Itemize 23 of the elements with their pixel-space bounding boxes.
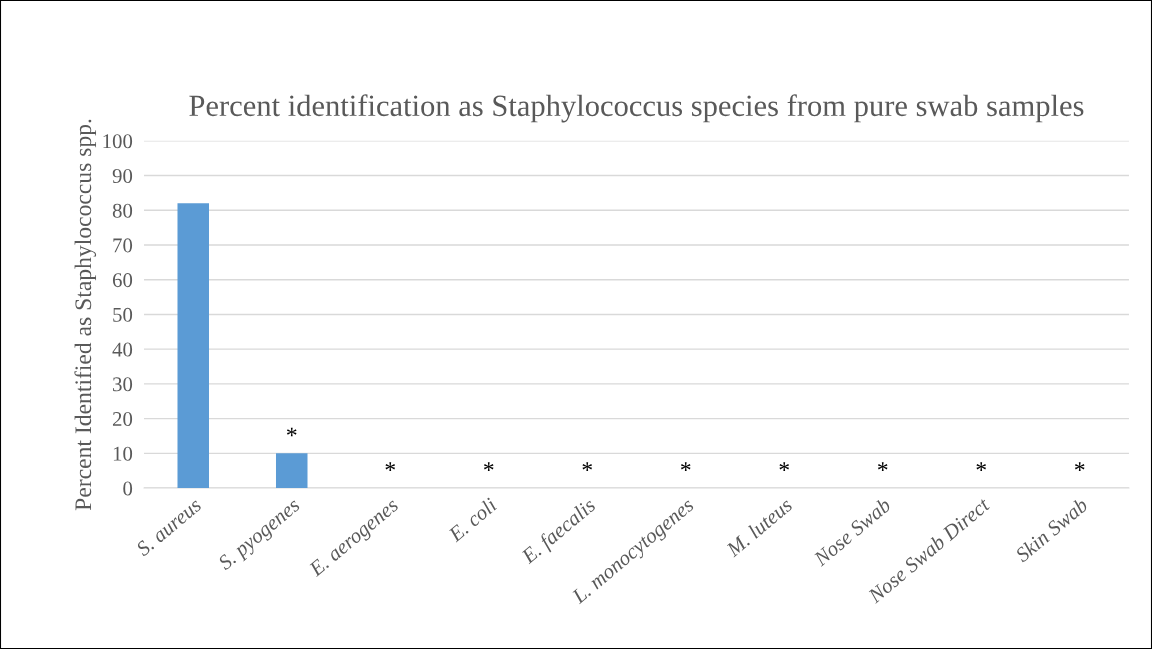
- annotation: *: [1074, 462, 1085, 472]
- y-tick-label: 40: [112, 342, 133, 357]
- annotation: *: [582, 462, 593, 472]
- y-tick-label: 10: [113, 446, 133, 461]
- y-tick-label: 60: [112, 273, 133, 288]
- y-tick-label: 20: [112, 411, 133, 427]
- x-tick-label: E. coli: [446, 496, 498, 543]
- annotation: *: [976, 462, 986, 472]
- annotation: *: [385, 462, 396, 472]
- annotation: *: [877, 462, 888, 472]
- chart-title: Percent identification as Staphylococcus species from pure swab samples: [189, 94, 1084, 123]
- y-tick-label: 70: [113, 238, 133, 253]
- y-tick-label: 30: [113, 377, 133, 392]
- annotation: *: [680, 462, 691, 472]
- y-axis-title: Percent Identified as Staphylococcus spp.: [74, 119, 97, 511]
- y-tick-label: 90: [112, 168, 133, 183]
- y-tick-label: 0: [123, 481, 133, 496]
- y-tick-label: 80: [112, 203, 133, 218]
- y-tick-label: 50: [113, 307, 133, 322]
- annotation: *: [287, 427, 297, 437]
- annotation: *: [779, 462, 789, 472]
- y-tick-label: 100: [103, 134, 133, 149]
- annotation: *: [483, 462, 494, 472]
